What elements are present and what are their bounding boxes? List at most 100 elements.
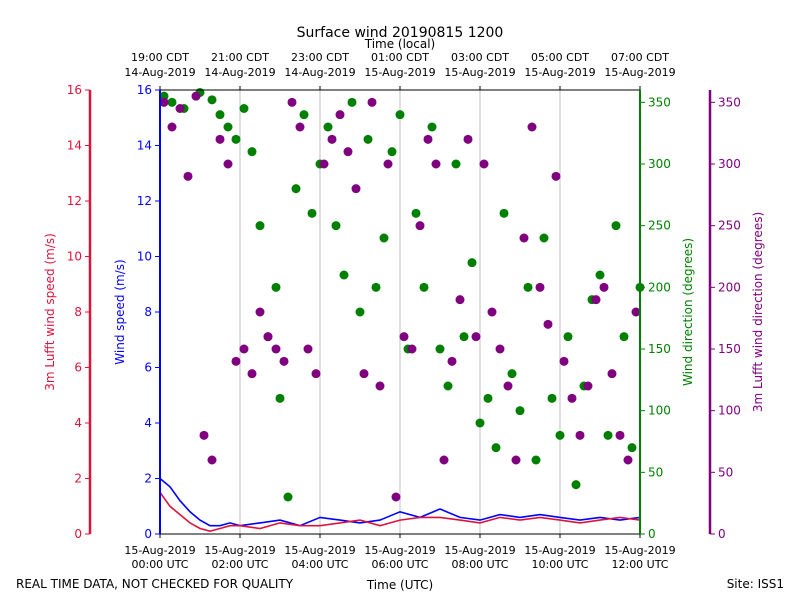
wind-dir-point: [563, 332, 573, 342]
lufft-direction-tick-label: 250: [718, 219, 741, 233]
top-tick-time-label: 21:00 CDT: [211, 51, 269, 64]
lufft-dir-point: [367, 97, 377, 107]
lufft-speed-tick-label: 10: [67, 250, 82, 264]
lufft-dir-point: [199, 430, 209, 440]
bottom-tick-time-label: 04:00 UTC: [291, 558, 348, 571]
lufft-dir-point: [551, 171, 561, 181]
lufft-dir-point: [383, 159, 393, 169]
bottom-tick-date-label: 15-Aug-2019: [124, 544, 195, 557]
bottom-tick-time-label: 00:00 UTC: [131, 558, 188, 571]
wind-dir-point: [379, 233, 389, 243]
bottom-tick-time-label: 08:00 UTC: [451, 558, 508, 571]
lufft-dir-point: [327, 134, 337, 144]
bottom-tick-time-label: 06:00 UTC: [371, 558, 428, 571]
wind-dir-point: [555, 430, 565, 440]
wind-dir-point: [339, 270, 349, 280]
lufft-dir-point: [575, 430, 585, 440]
lufft-dir-point: [183, 171, 193, 181]
lufft-dir-point: [527, 122, 537, 132]
lufft-dir-point: [239, 344, 249, 354]
lufft-direction-tick-label: 350: [718, 95, 741, 109]
wind-dir-point: [435, 344, 445, 354]
lufft-dir-point: [535, 282, 545, 292]
lufft-direction-tick-label: 50: [718, 465, 733, 479]
lufft-dir-point: [479, 159, 489, 169]
lufft-dir-point: [503, 381, 513, 391]
wind-speed-tick-label: 12: [137, 194, 152, 208]
lufft-dir-point: [319, 159, 329, 169]
lufft-dir-point: [335, 110, 345, 120]
wind-dir-point: [419, 282, 429, 292]
lufft-dir-point: [167, 122, 177, 132]
wind-dir-point: [275, 393, 285, 403]
bottom-tick-time-label: 02:00 UTC: [211, 558, 268, 571]
top-tick-time-label: 01:00 CDT: [371, 51, 429, 64]
lufft-dir-point: [471, 332, 481, 342]
top-tick-date-label: 14-Aug-2019: [124, 66, 195, 79]
wind-speed-tick-label: 10: [137, 250, 152, 264]
lufft-dir-point: [263, 332, 273, 342]
wind-speed-line: [159, 477, 641, 527]
lufft-dir-point: [287, 97, 297, 107]
wind-dir-point: [483, 393, 493, 403]
lufft-dir-point: [311, 369, 321, 379]
bottom-tick-date-label: 15-Aug-2019: [524, 544, 595, 557]
wind-direction-tick-label: 150: [648, 342, 671, 356]
wind-dir-point: [595, 270, 605, 280]
wind-dir-point: [255, 221, 265, 231]
lufft-dir-point: [415, 221, 425, 231]
lufft-dir-point: [375, 381, 385, 391]
wind-dir-point: [299, 110, 309, 120]
lufft-dir-point: [247, 369, 257, 379]
lufft-direction-axis-label: 3m Lufft wind direction (degrees): [751, 212, 765, 412]
wind-dir-point: [547, 393, 557, 403]
wind-dir-point: [247, 147, 257, 157]
lufft-dir-point: [351, 184, 361, 194]
lufft-dir-point: [519, 233, 529, 243]
wind-speed-tick-label: 6: [144, 361, 152, 375]
wind-dir-point: [387, 147, 397, 157]
lufft-dir-point: [631, 307, 641, 317]
bottom-axis-label: Time (UTC): [366, 578, 433, 592]
lufft-speed-tick-label: 0: [74, 527, 82, 541]
wind-direction-tick-label: 200: [648, 280, 671, 294]
lufft-dir-point: [391, 492, 401, 502]
bottom-tick-time-label: 10:00 UTC: [531, 558, 588, 571]
wind-dir-point: [531, 455, 541, 465]
top-axis-label: Time (local): [364, 37, 436, 51]
wind-dir-point: [323, 122, 333, 132]
wind-dir-point: [159, 91, 169, 101]
lufft-dir-point: [623, 455, 633, 465]
lufft-dir-point: [303, 344, 313, 354]
wind-direction-axis-label: Wind direction (degrees): [681, 238, 695, 386]
wind-dir-point: [223, 122, 233, 132]
top-tick-time-label: 03:00 CDT: [451, 51, 509, 64]
lufft-dir-point: [599, 282, 609, 292]
bottom-tick-date-label: 15-Aug-2019: [444, 544, 515, 557]
wind-dir-point: [239, 104, 249, 113]
wind-dir-point: [611, 221, 621, 231]
chart-title: Surface wind 20190815 1200: [297, 25, 504, 41]
lufft-dir-point: [455, 295, 465, 305]
top-tick-time-label: 07:00 CDT: [611, 51, 669, 64]
data-layer: [159, 87, 645, 533]
wind-dir-point: [451, 159, 461, 169]
lufft-dir-point: [543, 319, 553, 329]
lufft-dir-point: [399, 332, 409, 342]
wind-dir-point: [167, 97, 177, 107]
wind-dir-point: [331, 221, 341, 231]
wind-dir-point: [215, 110, 225, 120]
lufft-dir-point: [223, 159, 233, 169]
lufft-dir-point: [271, 344, 281, 354]
lufft-dir-point: [487, 307, 497, 317]
wind-dir-point: [571, 480, 581, 490]
lufft-direction-tick-label: 100: [718, 404, 741, 418]
lufft-dir-point: [559, 356, 569, 366]
wind-direction-tick-label: 0: [648, 527, 656, 541]
wind-dir-point: [627, 443, 637, 453]
wind-speed-axis-label: Wind speed (m/s): [113, 259, 127, 364]
wind-speed-tick-label: 8: [144, 305, 152, 319]
top-tick-date-label: 15-Aug-2019: [444, 66, 515, 79]
